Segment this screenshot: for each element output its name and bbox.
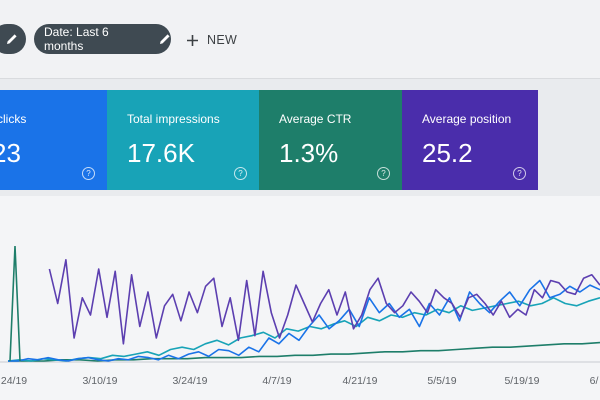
series-spike	[9, 245, 21, 362]
x-tick-label: 5/5/19	[427, 375, 456, 387]
pencil-icon	[7, 34, 17, 44]
new-filter-button[interactable]: NEW	[186, 29, 237, 51]
edit-filter-button[interactable]	[0, 24, 26, 54]
metric-value: 1.3%	[279, 138, 339, 168]
metric-card-clicks[interactable]: clicks 23 ?	[0, 90, 107, 190]
x-tick-label: 24/19	[1, 375, 27, 387]
x-tick-label: 3/24/19	[172, 375, 207, 387]
filter-toolbar: Date: Last 6 months NEW	[0, 0, 600, 79]
metric-value: 17.6K	[127, 138, 195, 168]
help-icon[interactable]: ?	[82, 167, 95, 180]
metric-label: Average position	[422, 112, 512, 126]
x-tick-label: 5/19/19	[504, 375, 539, 387]
help-icon[interactable]: ?	[234, 167, 247, 180]
metric-card-position[interactable]: Average position 25.2 ?	[402, 90, 538, 190]
x-tick-label: 3/10/19	[82, 375, 117, 387]
x-tick-label: 6/	[590, 375, 599, 387]
metric-card-ctr[interactable]: Average CTR 1.3% ?	[259, 90, 402, 190]
series-line-3	[7, 297, 600, 362]
metric-value: 25.2	[422, 138, 473, 168]
metric-cards: clicks 23 ? Total impressions 17.6K ? Av…	[0, 90, 540, 190]
x-tick-label: 4/7/19	[262, 375, 291, 387]
help-icon[interactable]: ?	[377, 167, 390, 180]
date-filter-label: Date: Last 6 months	[44, 25, 109, 53]
plus-icon	[187, 34, 198, 46]
line-chart: 24/19 3/10/19 3/24/19 4/7/19 4/21/19 5/5/19 5/…	[0, 245, 600, 387]
metric-label: Total impressions	[127, 112, 220, 126]
metric-label: clicks	[0, 112, 27, 126]
metric-value: 23	[0, 138, 21, 168]
x-tick-label: 4/21/19	[342, 375, 377, 387]
series-line-1	[48, 258, 600, 345]
metric-card-impressions[interactable]: Total impressions 17.6K ?	[107, 90, 259, 190]
new-button-label: NEW	[207, 33, 238, 47]
pencil-icon[interactable]	[159, 33, 171, 45]
date-filter-chip[interactable]: Date: Last 6 months	[34, 24, 171, 54]
metric-label: Average CTR	[279, 112, 352, 126]
series-line-2	[8, 279, 600, 362]
help-icon[interactable]: ?	[513, 167, 526, 180]
performance-chart: 24/19 3/10/19 3/24/19 4/7/19 4/21/19 5/5/19 5/…	[0, 196, 600, 400]
